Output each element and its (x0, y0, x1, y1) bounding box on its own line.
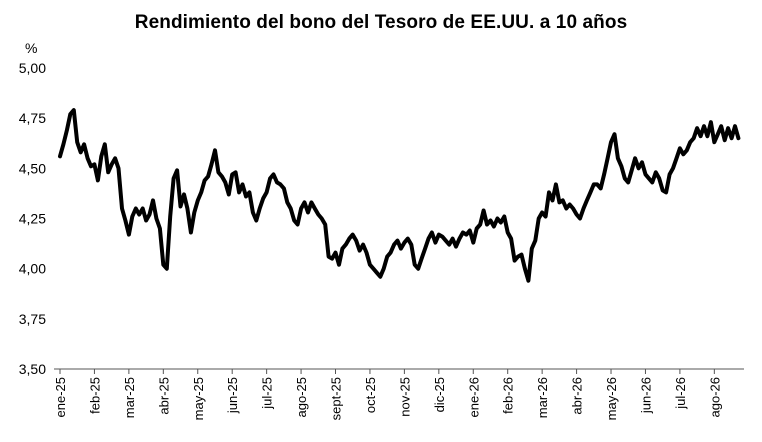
x-tick-label: dic-25 (432, 377, 447, 412)
y-tick-label: 3,50 (19, 361, 46, 377)
y-tick-label: 5,00 (19, 60, 46, 76)
x-tick-label: ago-25 (294, 377, 309, 417)
x-tick-label: ene-25 (53, 377, 68, 417)
x-tick-label: may-26 (604, 377, 619, 420)
chart-title: Rendimiento del bono del Tesoro de EE.UU… (134, 12, 628, 33)
y-tick-label: 4,50 (19, 160, 46, 176)
x-tick-label: feb-26 (501, 377, 516, 414)
x-tick-label: feb-25 (87, 377, 102, 414)
x-tick-label: jun-26 (638, 377, 653, 414)
x-tick-label: jul-26 (673, 377, 688, 410)
x-tick-label: abr-25 (156, 377, 171, 415)
x-tick-label: oct-25 (363, 377, 378, 413)
x-tick-label: mar-26 (535, 377, 550, 418)
x-tick-label: ene-26 (466, 377, 481, 417)
y-tick-label: 4,25 (19, 211, 46, 227)
y-tick-label: 4,00 (19, 261, 46, 277)
y-axis-unit-label: % (25, 40, 37, 56)
x-tick-label: jun-25 (225, 377, 240, 414)
x-tick-label: nov-25 (397, 377, 412, 417)
y-tick-label: 4,75 (19, 110, 46, 126)
x-tick-label: mar-25 (122, 377, 137, 418)
series-line-yield (58, 108, 741, 283)
x-tick-label: abr-26 (570, 377, 585, 415)
x-tick-label: may-25 (191, 377, 206, 420)
x-tick-label: sept-25 (329, 377, 344, 420)
y-axis: 3,50 3,75 4,00 4,25 4,50 4,75 5,00 (19, 60, 46, 377)
x-tick-label: jul-25 (260, 377, 275, 410)
x-tick-label: ago-26 (707, 377, 722, 417)
x-axis: ene-25 feb-25 mar-25 abr-25 may-25 jun-25 jul-… (53, 369, 722, 420)
y-tick-label: 3,75 (19, 311, 46, 327)
